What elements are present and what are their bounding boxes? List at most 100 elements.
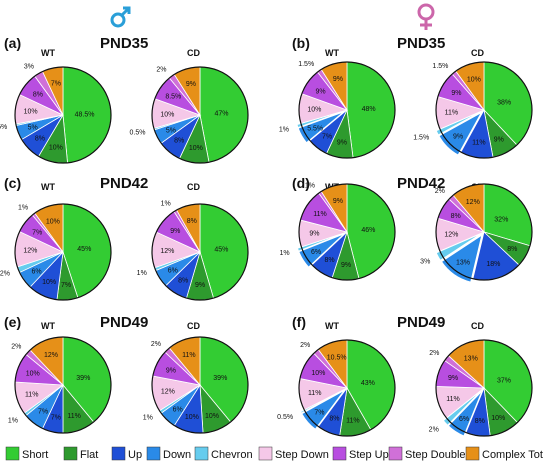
group-label: CD: [471, 321, 484, 331]
slice-label: 11%: [472, 140, 486, 147]
slice-label: 12%: [160, 248, 174, 255]
slice-label: 32%: [494, 217, 508, 224]
slice-label: 10%: [49, 144, 63, 151]
slice-label: 9%: [451, 90, 461, 97]
panel--c--pnd42: (c) PND42WT45%7%10%6%2%12%7%1%10%CD45%9%8…: [0, 175, 249, 301]
pie-cd: CD 47% 10% 8% 5% 0.5% 10% 8.5% 2% 9%: [130, 48, 249, 164]
pie-outline: [298, 61, 396, 159]
slice-label: 47%: [214, 111, 228, 118]
slice-label: 5.5%: [307, 126, 323, 133]
slice-label: 10%: [205, 413, 219, 420]
slice-label: 11%: [308, 390, 322, 397]
legend-item-complex-tot: Complex Tot: [465, 446, 543, 461]
pie-outline: [151, 203, 249, 301]
slice-label: 2%: [0, 271, 10, 278]
slice-label: 1%: [279, 126, 289, 133]
slice-label: 10%: [491, 415, 505, 422]
group-label: WT: [325, 321, 339, 331]
slice-down: [438, 111, 483, 156]
panel-letter: (a): [4, 35, 21, 51]
legend-item-step-down: Step Down: [258, 446, 329, 461]
panel--f--pnd49: (f) PND49 WT 43% 11% 8% 7% 0.5% 11% 10% 2% 10.5% CD 3…: [277, 314, 533, 437]
pie-outline: [435, 339, 533, 437]
pie-outline: [14, 336, 112, 434]
slice-label: 10%: [189, 145, 203, 152]
legend-item-short: Short: [5, 446, 48, 461]
slice-label: 9%: [186, 81, 196, 88]
slice-label: 9%: [333, 198, 343, 205]
slice-label: 10%: [46, 219, 60, 226]
slice-label: 10%: [42, 279, 56, 286]
slice-label: 12%: [466, 199, 480, 206]
slice-label: 6%: [459, 416, 469, 423]
panel-title: PND35: [100, 35, 148, 52]
panel--d--pnd42: (d)PND42WT46%9%8%6%1%9%11%1%9%CD32%8%18%…: [279, 175, 533, 283]
legend-swatch: [388, 446, 403, 461]
slice-label: 12%: [161, 389, 175, 396]
slice-label: 37%: [497, 377, 511, 384]
slice-label: 1%: [143, 415, 153, 422]
group-label: WT: [41, 182, 55, 192]
pie-cd: CD 37% 10% 8% 6% 2% 11% 9% 2% 13%: [429, 321, 533, 437]
panel--e--pnd49: (e) PND49 WT 39% 11% 7%7% 1% 11% 10% 2% 12% CD 39% 10…: [4, 314, 249, 434]
legend-label: Step Down: [275, 449, 329, 461]
slice-label: 11%: [182, 352, 196, 359]
slice-label: 1%: [279, 250, 289, 257]
slice-label: 2%: [435, 188, 445, 195]
slice-label: 8%: [475, 418, 485, 425]
slice-label: 8.5%: [165, 94, 181, 101]
slice-label: 7%: [32, 230, 42, 237]
slice-label: 3%: [24, 63, 34, 70]
pie-cd: CD 38% 9% 11% 9% 1.5% 11% 9% 1.5% 10%: [413, 48, 533, 159]
slice-label: 5%: [28, 125, 38, 132]
legend-swatch: [146, 446, 161, 461]
legend-swatch: [194, 446, 209, 461]
slice-label: 1%: [137, 270, 147, 277]
slice-label: 6%: [32, 269, 42, 276]
pie-wt: WT 39% 11% 7%7% 1% 11% 10% 2% 12%: [8, 321, 112, 434]
panel--a--pnd35: (a) PND35 WT 48.5% 10% 8% 5% 0.5% 10% 8% 3% 7% CD 47%…: [0, 35, 249, 164]
slice-label: 1.5%: [298, 61, 314, 68]
slice-label: 39%: [213, 375, 227, 382]
legend-item-step-up: Step Up: [332, 446, 389, 461]
slice-label: 10%: [26, 371, 40, 378]
slice-label: 7%: [51, 81, 61, 88]
slice-label: 9%: [453, 133, 463, 140]
slice-label: 7%: [314, 410, 324, 417]
panel-title: PND42: [397, 175, 445, 192]
slice-label: 8%: [451, 213, 461, 220]
slice-label: 2%: [11, 344, 21, 351]
slice-label: 12%: [23, 248, 37, 255]
slice-label: 8%: [33, 92, 43, 99]
pie-wt: WT46%9%8%6%1%9%11%1%9%: [279, 182, 396, 281]
slice-down: [297, 111, 344, 144]
slice-down: [447, 391, 483, 437]
pie-outline: [435, 61, 533, 159]
slice-label: 7%: [51, 414, 61, 421]
legend-label: Step Double: [405, 449, 466, 461]
slice-label: 12%: [44, 352, 58, 359]
slice-label: 0.5%: [0, 124, 7, 131]
legend-swatch: [111, 446, 126, 461]
slice-label: 8%: [35, 136, 45, 143]
slice-label: 39%: [76, 375, 90, 382]
slice-label: 2%: [429, 350, 439, 357]
slice-label: 1.5%: [413, 134, 429, 141]
slice-label: 2%: [151, 341, 161, 348]
panel-title: PND49: [100, 314, 148, 331]
slice-label: 9%: [333, 76, 343, 83]
slice-label: 0.5%: [277, 414, 293, 421]
legend-swatch: [465, 446, 480, 461]
legend-label: Step Up: [349, 449, 389, 461]
slice-label: 11%: [25, 392, 39, 399]
slice-label: 7%: [61, 282, 71, 289]
slice-label: 9%: [341, 262, 351, 269]
slice-label: 3%: [420, 259, 430, 266]
slice-down: [441, 234, 483, 283]
slice-label: 9%: [195, 282, 205, 289]
slice-label: 2%: [156, 66, 166, 73]
slice-label: 6%: [173, 406, 183, 413]
